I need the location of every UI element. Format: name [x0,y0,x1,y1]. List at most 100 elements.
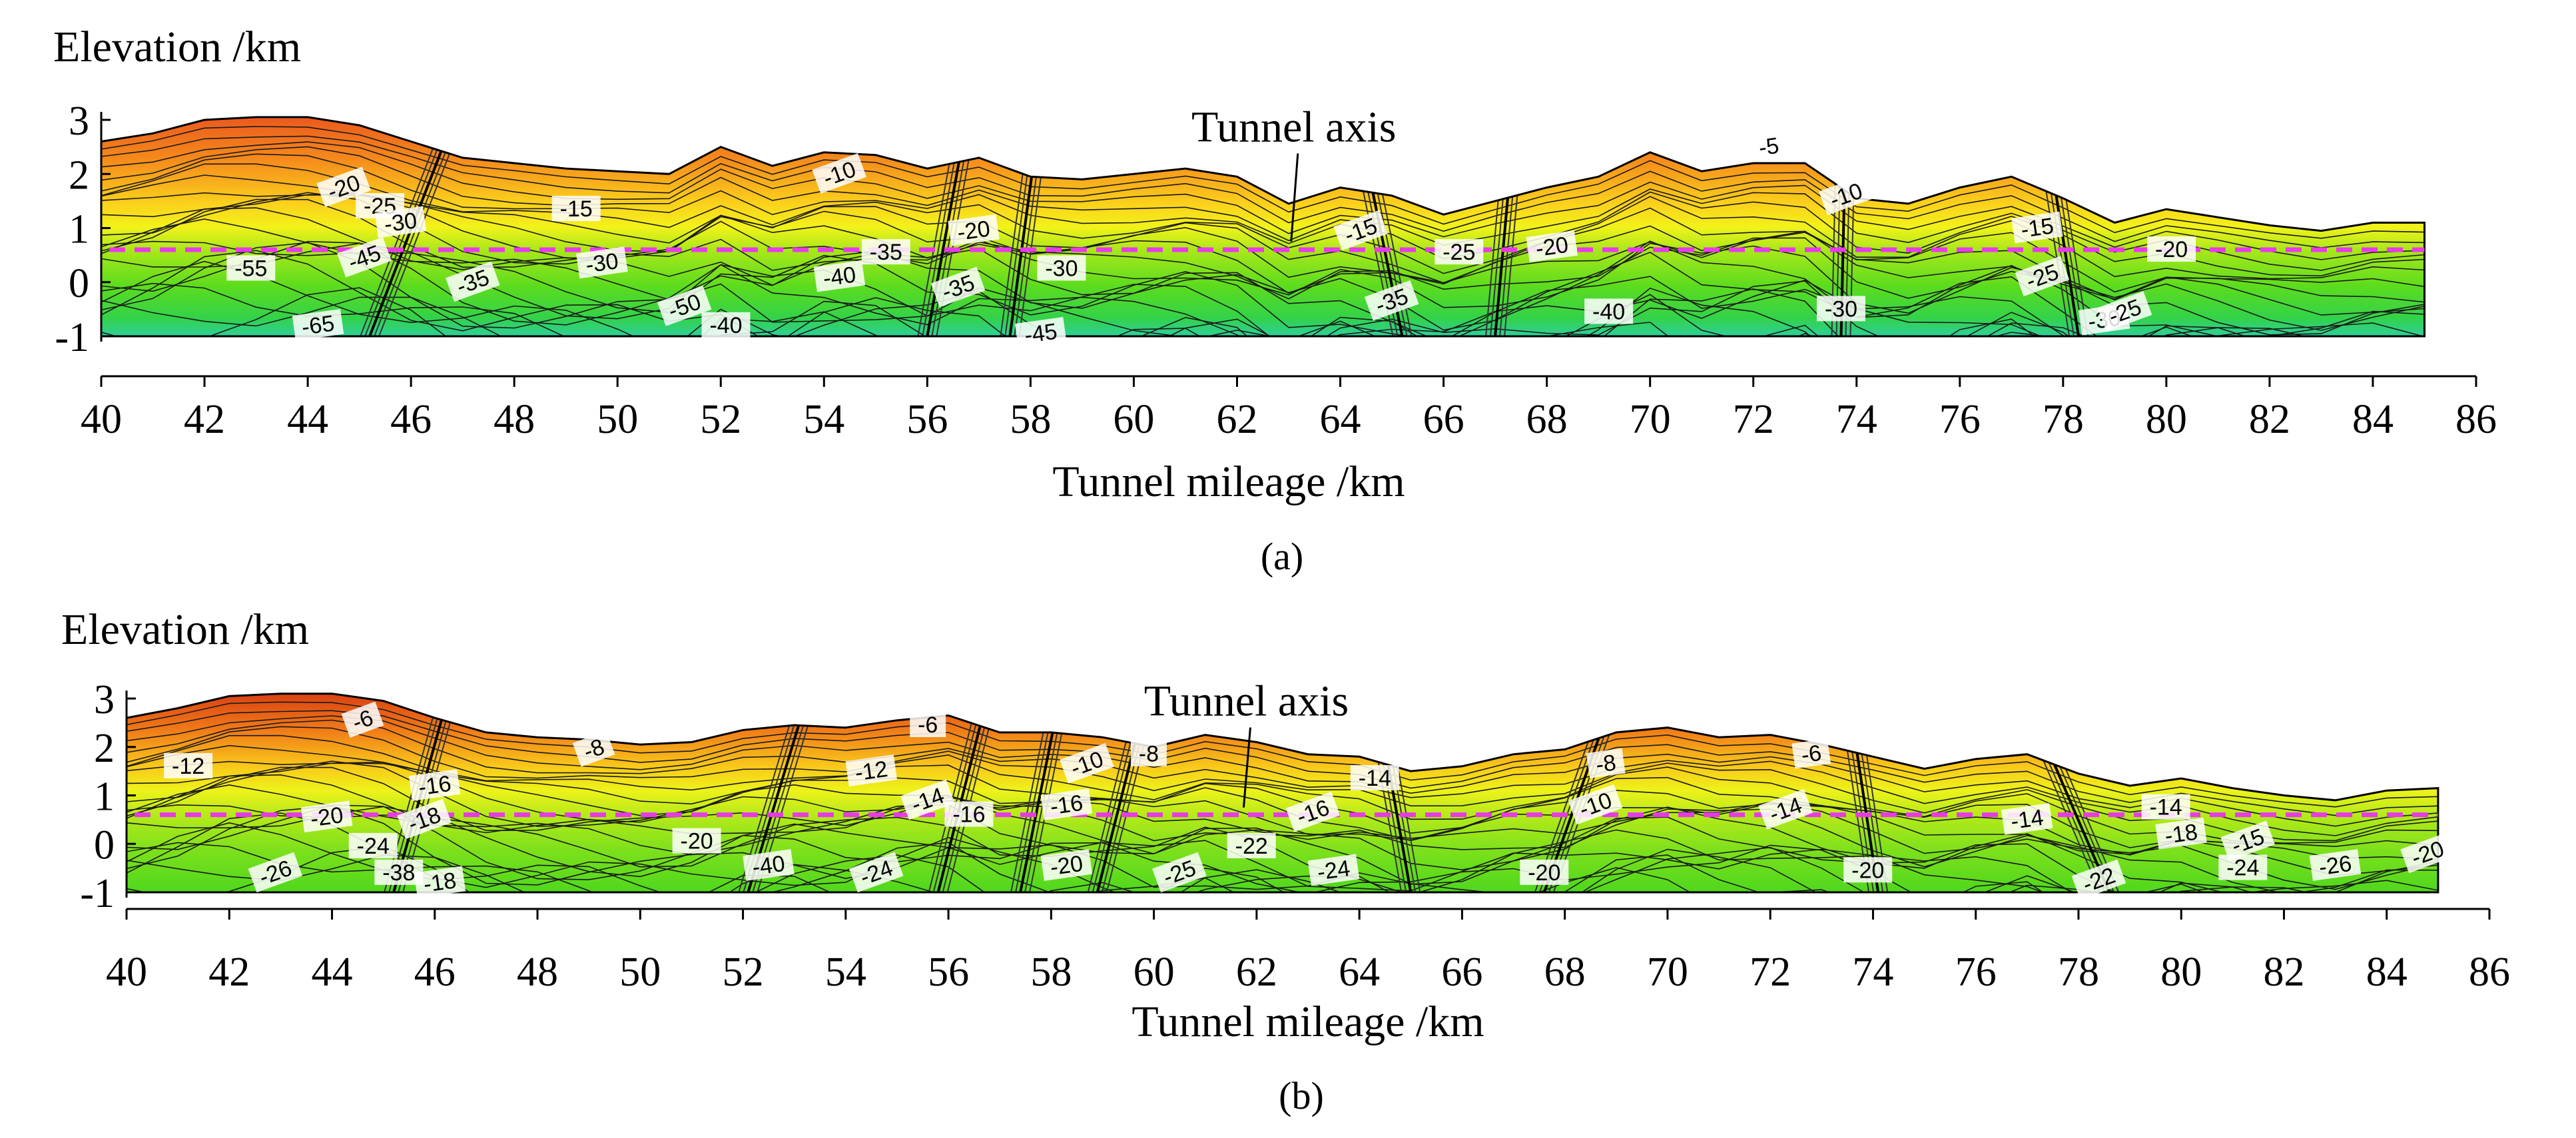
x-tick-label: 64 [1320,397,1361,442]
contour-label-bg [1227,832,1276,858]
contour-label-text: -40 [1592,299,1625,324]
contour-label-text: -25 [1443,240,1475,265]
contour-label-text: -26 [2318,851,2354,880]
contour-labels-a: -20-25-30-45-55-65-35-15-30-10-35-40-50-… [226,131,2196,349]
contour-label: -6 [1791,738,1831,769]
contour-label: -26 [2309,849,2362,881]
contour-label-bg [1819,174,1873,216]
contour-label-text: -20 [2155,237,2188,262]
x-tick-label: 60 [1113,397,1154,442]
contour-label-bg [226,255,276,281]
contour-label-text: -40 [822,262,858,291]
contour-label-bg [1791,738,1831,769]
contour-label: -14 [2001,803,2053,835]
isoline [101,296,2425,336]
x-tick-label: 64 [1339,950,1380,995]
contour-label: -30 [1817,296,1865,322]
contour-label-text: -55 [234,256,267,281]
x-tick-label: 44 [287,397,328,442]
contour-label-bg [374,206,427,238]
contour-label: -16 [1285,791,1341,832]
contour-label-bg [164,752,213,778]
contour-label-text: -40 [751,851,787,880]
contour-label-bg [813,260,866,292]
contour-label-bg [1333,210,1388,250]
contour-label: -20 [1520,859,1569,886]
contour-label-bg [348,832,398,858]
contour-label-bg [657,286,712,326]
contour-label-text: -24 [1316,856,1352,885]
contour-label: -22 [1227,832,1276,859]
contour-label: -20 [672,828,721,854]
contour-label-bg [2155,817,2207,850]
x-tick-label: 56 [906,397,948,442]
contour-label-bg [374,859,424,885]
isoline [101,192,2425,303]
x-tick-label: 40 [106,950,147,995]
contour-label: -40 [743,849,795,881]
panel-label-a: (a) [1261,535,1303,578]
contour-label-text: -12 [853,756,889,786]
x-tick-label: 68 [1526,397,1568,442]
contour-label-bg [910,712,946,737]
contour-label-bg [1350,765,1399,790]
x-tick-label: 48 [517,950,558,995]
contour-label: -18 [2155,817,2207,850]
x-tick-label: 72 [1733,397,1774,442]
contour-label-text: -8 [1139,742,1159,767]
y-tick-label: 1 [94,774,115,820]
panel-a: Elevation /km -20 -25 -30 -45 -55 -65 -35 -15 -3… [53,23,2497,578]
contour-label: -25 [1435,239,1484,265]
isoline [101,218,2425,336]
contour-label-bg [701,312,751,338]
x-tick-label: 42 [208,950,250,995]
y-axis-title-b: Elevation /km [61,605,309,654]
contour-label-text: -35 [870,240,902,265]
contour-label-bg [576,246,628,279]
isoline [101,282,2425,336]
y-tick-label: 0 [94,822,115,868]
x-tick-label: 54 [803,397,844,442]
contour-label-text: -16 [1049,790,1085,820]
contour-label-text: -14 [1359,766,1391,791]
x-tick-label: 68 [1544,950,1586,995]
y-axis-title-a: Elevation /km [53,23,301,71]
x-tick-label: 78 [2058,950,2099,995]
isoline [127,784,2438,892]
contour-label-bg [2001,803,2053,835]
y-tick-label: 1 [69,207,89,252]
contour-label: -20 [948,214,1000,246]
x-tick-label: 84 [2366,950,2408,995]
contour-label-bg [2141,794,2190,820]
x-tick-label: 82 [2249,397,2290,442]
contour-label-bg [2011,211,2063,244]
contour-label-text: -8 [1594,750,1618,778]
contour-label-bg [2218,854,2268,880]
isoline [101,135,2425,248]
contour-label-text: -15 [2019,213,2055,242]
x-tick-label: 50 [597,397,638,442]
contour-label-bg [2147,236,2196,262]
x-tick-label: 58 [1010,397,1051,442]
terrain-outline-a [100,116,2425,338]
contour-label-text: -18 [422,868,458,897]
contour-label: -50 [657,286,712,326]
contour-label: -24 [348,832,398,859]
contour-label-text: -12 [172,754,204,779]
x-tick-label: 66 [1441,950,1482,995]
contour-label-bg [1014,317,1067,349]
contour-label: -45 [1014,317,1067,349]
x-tick-label: 78 [2043,397,2084,442]
x-tick-label: 80 [2146,397,2187,442]
contour-label-bg [1843,857,1893,883]
contour-label-text: -14 [2150,795,2182,820]
x-tick-label: 42 [184,397,225,442]
contour-label-text: -30 [383,208,419,237]
isoline [127,719,2438,836]
tunnel-axis-pointer-a [1290,153,1299,242]
contour-label-bg [1060,742,1114,784]
contour-label-bg [1040,849,1093,881]
contour-label-text: -22 [1235,834,1268,859]
contour-label-bg [812,153,867,194]
contour-label-bg [900,779,955,820]
